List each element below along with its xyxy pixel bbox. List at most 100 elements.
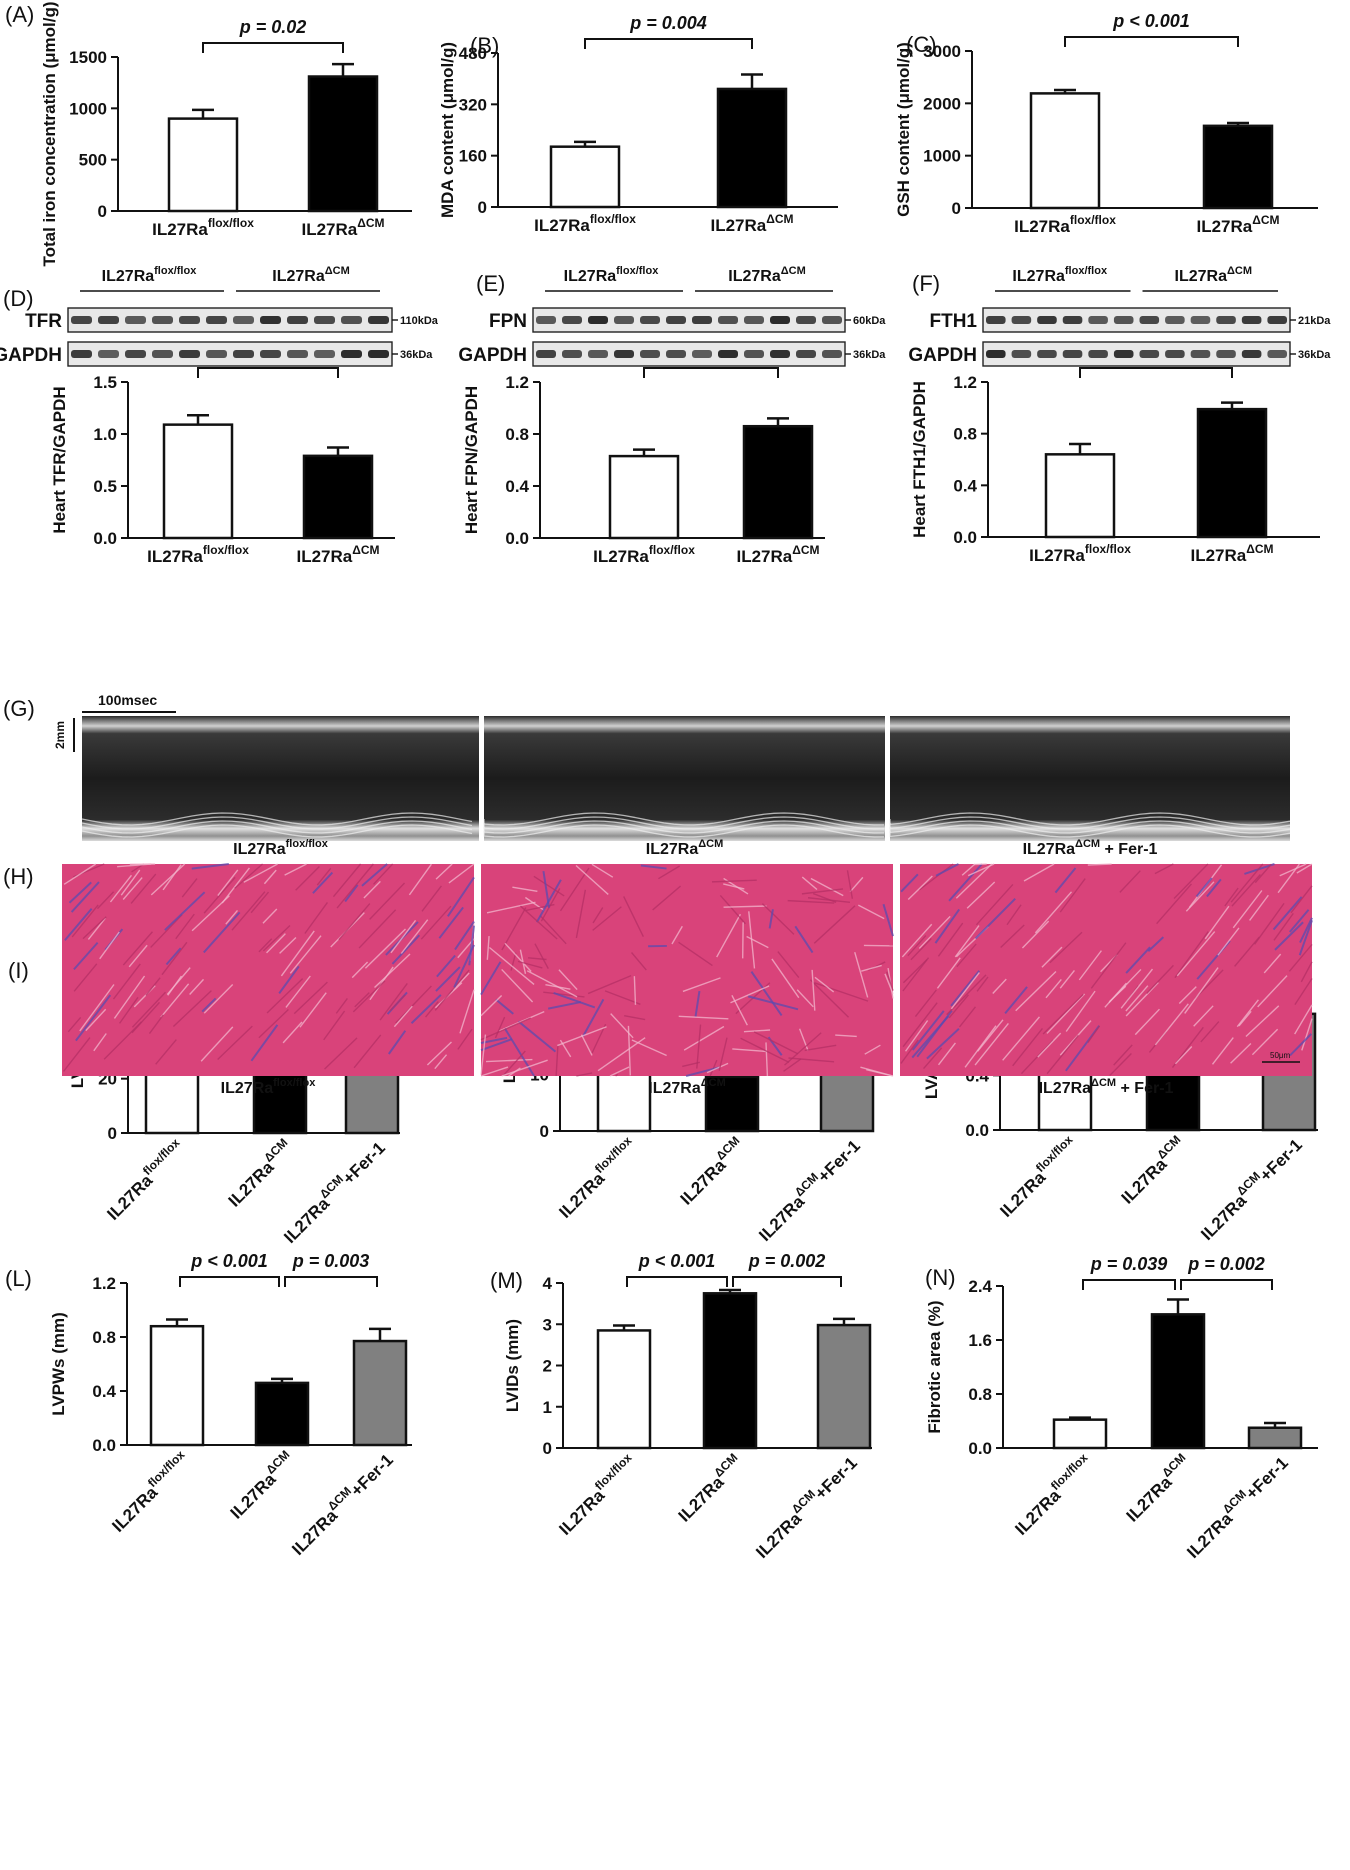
group-label-base: IL27Ra bbox=[1175, 268, 1228, 285]
muscle-fiber bbox=[533, 875, 565, 897]
panel-label: (I) bbox=[8, 958, 29, 983]
y-tick-label: 0.8 bbox=[953, 425, 977, 444]
group-label-base: IL27Ra bbox=[755, 1192, 808, 1245]
group-label-suffix: + Fer-1 bbox=[1100, 841, 1157, 858]
collagen-fiber bbox=[1272, 896, 1303, 931]
bar-cko bbox=[716, 87, 788, 209]
blot-band bbox=[770, 316, 790, 324]
collagen-fiber bbox=[640, 864, 667, 870]
muscle-fiber bbox=[1002, 1016, 1041, 1061]
muscle-fiber bbox=[258, 938, 273, 953]
x-category-label: IL27Raflox/flox bbox=[1014, 213, 1116, 236]
blot-band bbox=[718, 350, 738, 358]
blot-band bbox=[1037, 350, 1057, 358]
muscle-fiber bbox=[555, 1045, 559, 1077]
group-label-base: IL27Ra bbox=[301, 220, 357, 239]
x-category-label: IL27RaΔCM+Fer-1 bbox=[285, 1448, 396, 1559]
group-label-base: IL27Ra bbox=[1197, 1191, 1250, 1244]
group-label-base: IL27Ra bbox=[1039, 1080, 1092, 1097]
blot-band bbox=[562, 350, 582, 358]
blot-band bbox=[1113, 316, 1134, 324]
muscle-fiber bbox=[1176, 931, 1216, 977]
blot-protein-label: GAPDH bbox=[908, 345, 977, 366]
muscle-fiber bbox=[678, 1015, 729, 1020]
muscle-fiber bbox=[191, 895, 230, 932]
blot-band bbox=[640, 350, 660, 358]
y-tick-label: 0.8 bbox=[92, 1328, 116, 1347]
collagen-fiber bbox=[1206, 878, 1222, 898]
muscle-fiber bbox=[434, 969, 470, 1011]
muscle-fiber bbox=[408, 863, 432, 896]
muscle-fiber bbox=[1224, 887, 1239, 907]
blot-band bbox=[1062, 316, 1083, 324]
blot-band bbox=[666, 316, 686, 324]
muscle-fiber bbox=[765, 1042, 769, 1077]
group-label-base: IL27Ra bbox=[1196, 217, 1252, 236]
muscle-fiber bbox=[501, 1059, 548, 1077]
echo-wall-trace bbox=[81, 824, 473, 838]
group-label-base: IL27Ra bbox=[1029, 546, 1085, 565]
blot-band bbox=[98, 316, 119, 324]
blot-band bbox=[341, 350, 362, 358]
collagen-fiber bbox=[164, 891, 206, 931]
histology-caption: IL27RaΔCM bbox=[648, 1077, 725, 1097]
group-label-superscript: ΔCM bbox=[261, 1136, 290, 1165]
blot-band bbox=[152, 316, 173, 324]
bar-cko bbox=[307, 75, 379, 213]
blot-band bbox=[744, 350, 764, 358]
collagen-fiber bbox=[1195, 877, 1213, 898]
group-label-base: IL27Ra bbox=[1012, 268, 1065, 285]
muscle-fiber bbox=[854, 952, 869, 998]
collagen-fiber bbox=[974, 898, 1016, 940]
blot-band bbox=[233, 350, 254, 358]
x-category-label: IL27RaΔCM bbox=[710, 212, 793, 235]
y-tick-label: 0.0 bbox=[968, 1439, 992, 1458]
muscle-fiber bbox=[501, 907, 527, 951]
muscle-fiber bbox=[918, 863, 954, 891]
y-tick-label: 0.4 bbox=[953, 476, 977, 495]
tissue-background bbox=[481, 864, 893, 1076]
group-label-superscript: ΔCM bbox=[325, 265, 350, 277]
group-label-base: IL27Ra bbox=[710, 216, 766, 235]
muscle-fiber bbox=[289, 935, 322, 974]
muscle-fiber bbox=[937, 922, 964, 957]
group-label-base: IL27Ra bbox=[1123, 1472, 1176, 1525]
muscle-fiber bbox=[353, 1034, 382, 1069]
blot-band bbox=[1190, 316, 1211, 324]
muscle-fiber bbox=[671, 925, 683, 945]
muscle-fiber bbox=[804, 1044, 837, 1052]
x-category-label: IL27Raflox/flox bbox=[553, 1450, 641, 1538]
group-label-superscript: flox/flox bbox=[1048, 1450, 1091, 1493]
muscle-fiber bbox=[512, 886, 538, 893]
blot-band bbox=[588, 350, 608, 358]
y-tick-label: 1.2 bbox=[953, 373, 977, 392]
muscle-fiber bbox=[719, 894, 746, 925]
p-value-label: p < 0.001 bbox=[1112, 11, 1190, 31]
group-label-base: IL27Ra bbox=[534, 216, 590, 235]
significance-bracket bbox=[284, 1276, 378, 1287]
group-label-superscript: flox/flox bbox=[1033, 1132, 1076, 1175]
blot-band bbox=[314, 316, 335, 324]
muscle-fiber bbox=[591, 1023, 607, 1054]
muscle-fiber bbox=[1045, 978, 1062, 999]
muscle-fiber bbox=[336, 863, 374, 909]
blot-membrane bbox=[67, 341, 393, 367]
p-value-label: p = 0.002 bbox=[1187, 1254, 1265, 1274]
muscle-fiber bbox=[71, 904, 99, 938]
bar-flox bbox=[1029, 92, 1101, 210]
echo-wall-trace bbox=[889, 812, 1291, 826]
muscle-fiber bbox=[374, 953, 411, 989]
blot-band bbox=[986, 316, 1006, 324]
group-label-base: IL27Ra bbox=[555, 1486, 608, 1539]
blot-protein-label: GAPDH bbox=[458, 345, 527, 366]
y-tick-label: 320 bbox=[459, 95, 487, 114]
group-label-superscript: flox/flox bbox=[208, 216, 254, 230]
muscle-fiber bbox=[559, 1039, 572, 1058]
panel-label: (G) bbox=[3, 696, 35, 721]
muscle-fiber bbox=[480, 1034, 487, 1075]
muscle-fiber bbox=[1193, 1005, 1214, 1027]
group-label-superscript: ΔCM bbox=[1091, 1077, 1116, 1089]
significance-bracket bbox=[643, 367, 779, 378]
muscle-fiber bbox=[457, 1028, 473, 1050]
muscle-fiber bbox=[323, 1010, 346, 1041]
